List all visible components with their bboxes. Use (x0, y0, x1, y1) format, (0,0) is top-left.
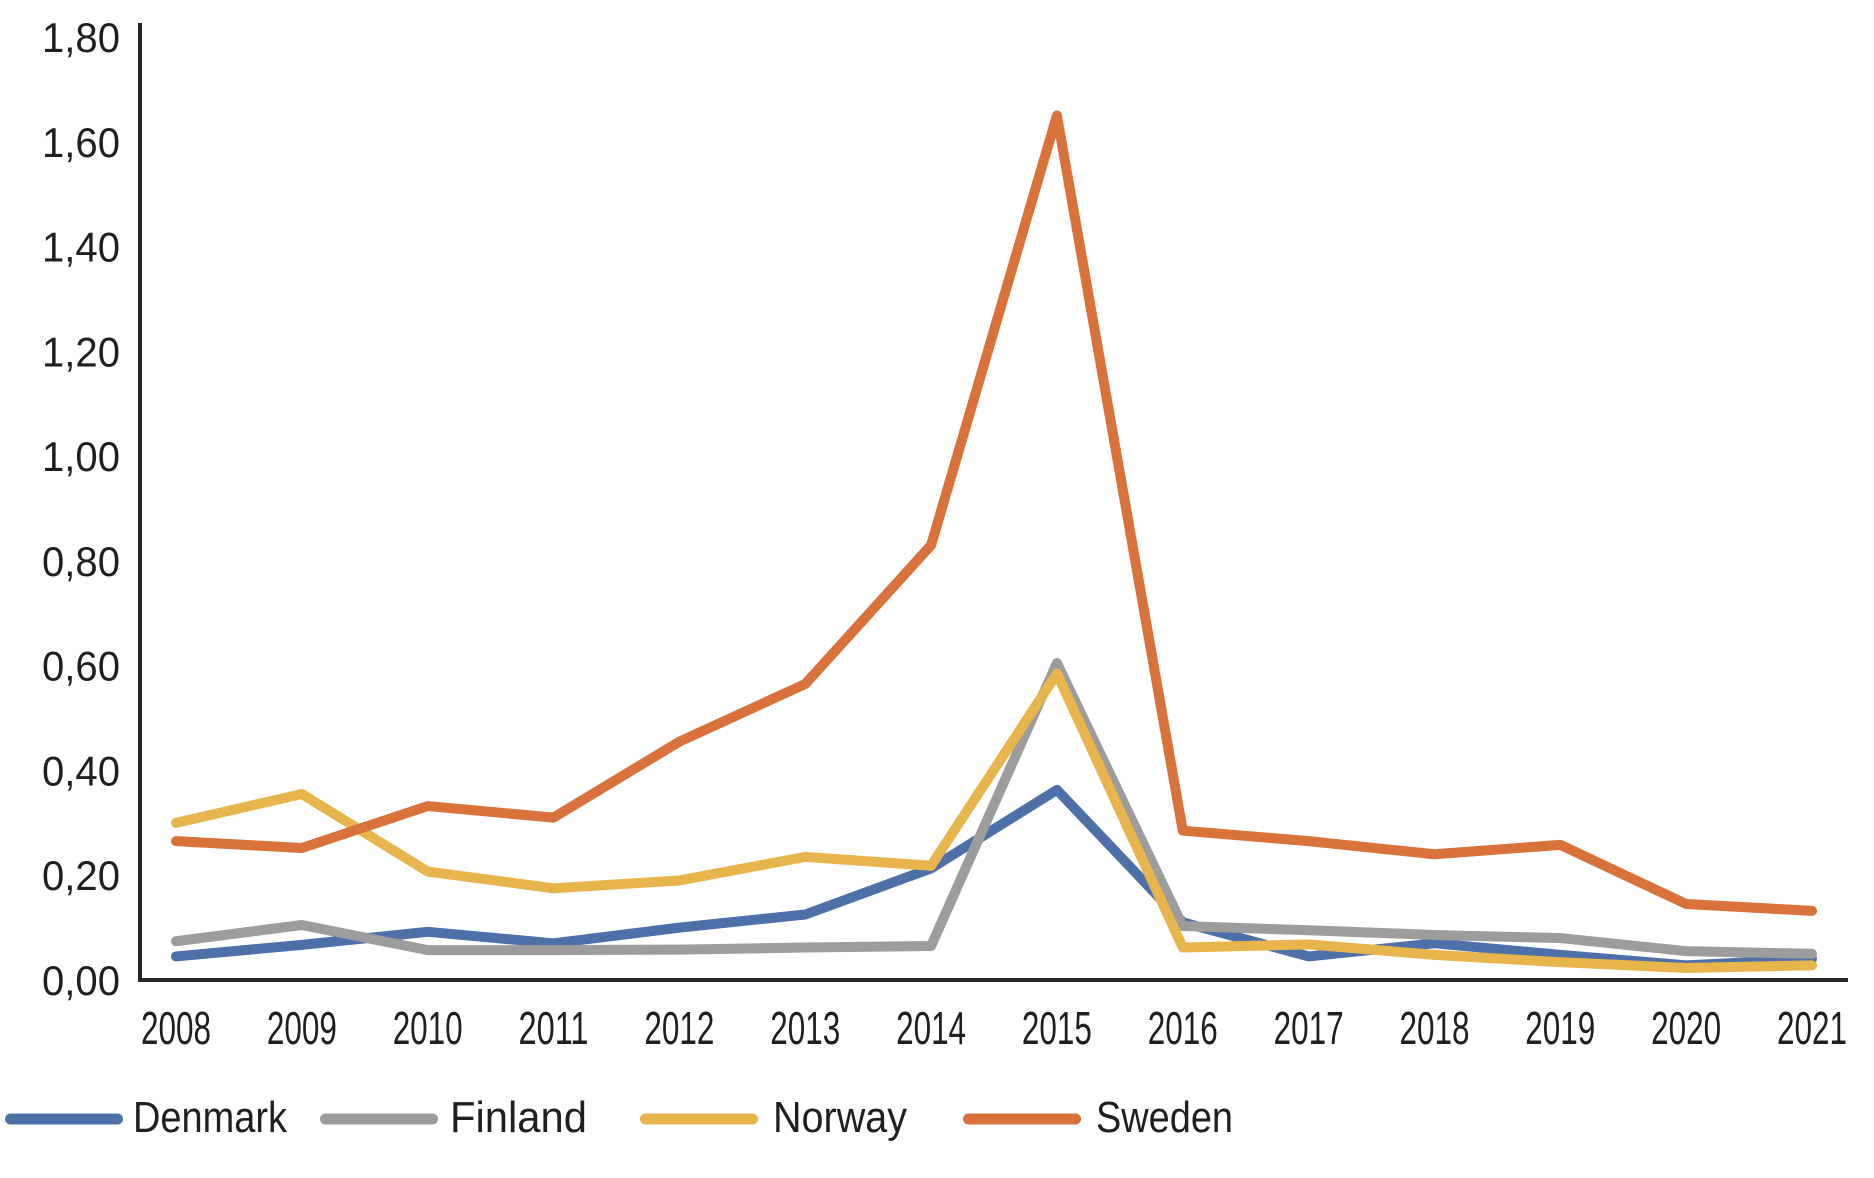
x-tick-label: 2015 (1022, 1002, 1092, 1054)
y-tick-label: 1,80 (42, 14, 120, 61)
x-tick-label: 2017 (1274, 1002, 1344, 1054)
legend-item-sweden[interactable]: Sweden (963, 1093, 1234, 1142)
series-line-sweden (171, 110, 1817, 916)
y-tick-label: 0,80 (42, 538, 120, 585)
y-tick-label: 0,60 (42, 643, 120, 690)
legend-label: Sweden (1096, 1093, 1233, 1142)
x-tick-label: 2012 (644, 1002, 714, 1054)
legend-item-finland[interactable]: Finland (320, 1093, 588, 1142)
legend-item-denmark[interactable]: Denmark (5, 1093, 288, 1142)
legend-label: Denmark (133, 1093, 288, 1142)
x-tick-label: 2019 (1525, 1002, 1595, 1054)
legend-item-norway[interactable]: Norway (640, 1093, 908, 1142)
x-tick-label: 2016 (1148, 1002, 1218, 1054)
y-tick-label: 1,00 (42, 433, 120, 480)
y-tick-label: 0,40 (42, 747, 120, 794)
series-line-denmark (171, 784, 1817, 971)
x-tick-label: 2011 (519, 1002, 589, 1054)
x-tick-label: 2021 (1777, 1002, 1847, 1054)
x-tick-label: 2018 (1399, 1002, 1469, 1054)
y-tick-label: 1,20 (42, 328, 120, 375)
y-tick-label: 1,40 (42, 224, 120, 271)
x-tick-label: 2010 (393, 1002, 463, 1054)
x-tick-label: 2013 (770, 1002, 840, 1054)
legend-label: Finland (450, 1093, 587, 1142)
y-tick-label: 1,60 (42, 119, 120, 166)
series-line-norway (171, 668, 1817, 973)
x-tick-label: 2009 (267, 1002, 337, 1054)
legend-label: Norway (773, 1093, 907, 1142)
y-tick-label: 0,00 (42, 957, 120, 1004)
x-tick-label: 2014 (896, 1002, 966, 1054)
series-line-finland (171, 658, 1817, 959)
y-tick-label: 0,20 (42, 852, 120, 899)
x-tick-label: 2020 (1651, 1002, 1721, 1054)
x-tick-label: 2008 (141, 1002, 211, 1054)
